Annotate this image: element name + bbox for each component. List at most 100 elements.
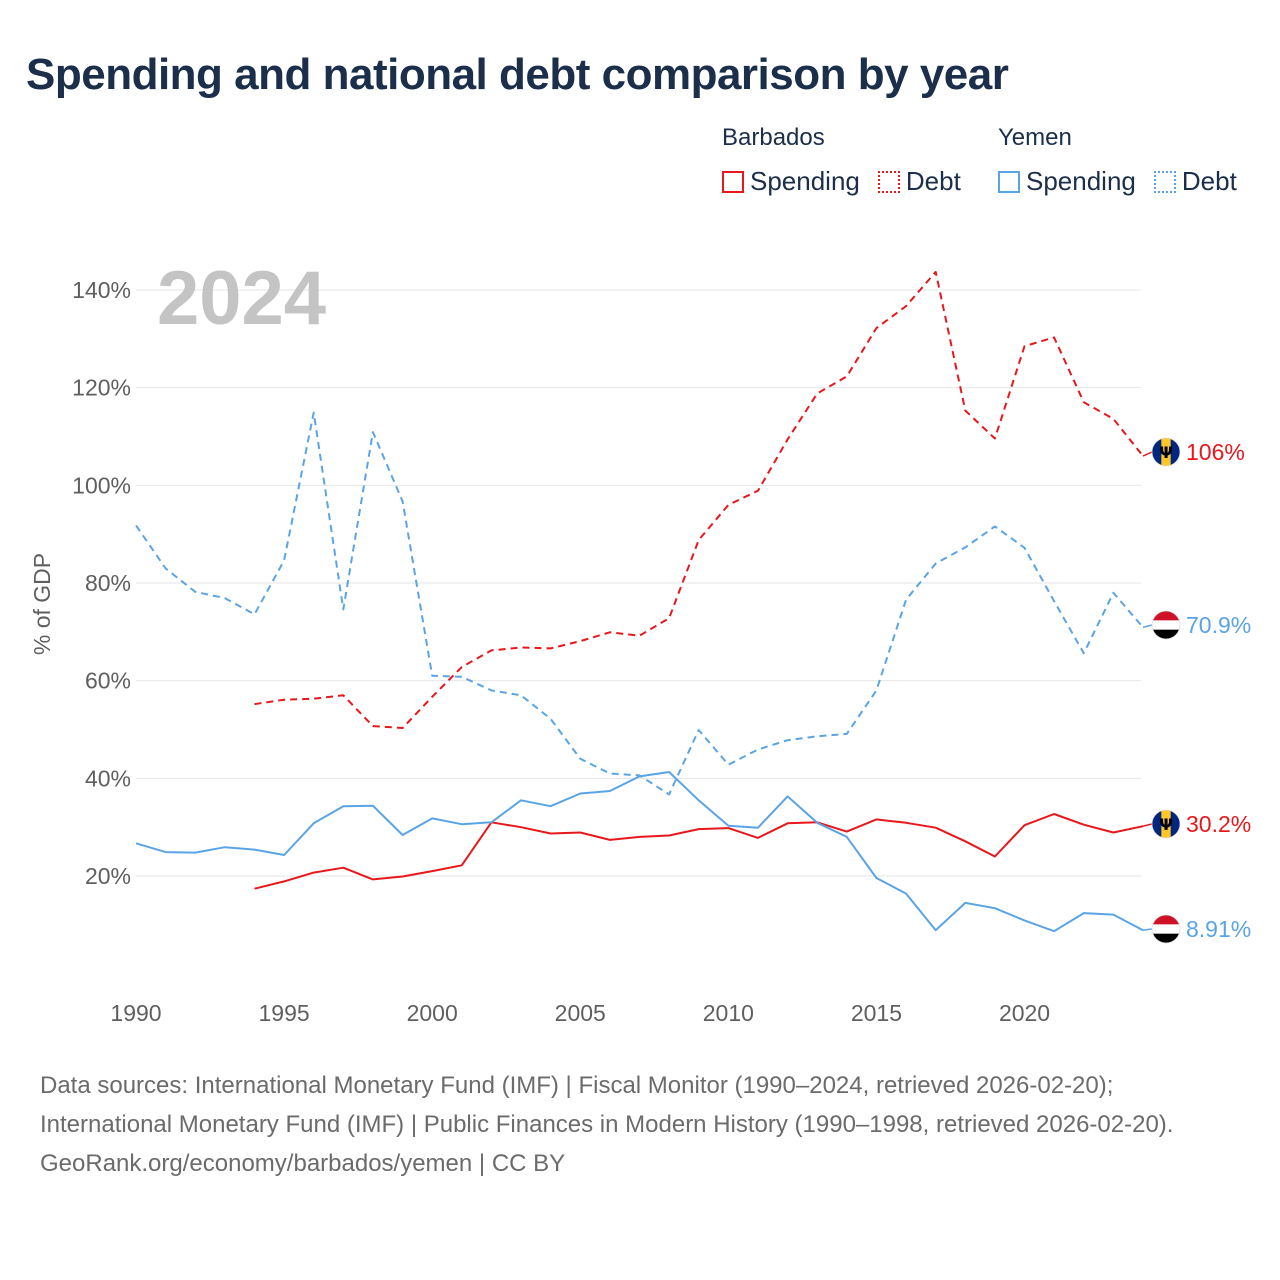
data-point-yemen-spending-1996[interactable]: [311, 820, 317, 826]
data-point-barbados-debt-2002[interactable]: [488, 647, 494, 653]
data-point-barbados-debt-1997[interactable]: [340, 692, 346, 698]
data-point-barbados-spending-1999[interactable]: [400, 873, 406, 879]
data-point-yemen-spending-2018[interactable]: [962, 900, 968, 906]
data-point-yemen-spending-1995[interactable]: [281, 852, 287, 858]
data-point-yemen-spending-2001[interactable]: [459, 821, 465, 827]
data-point-barbados-debt-2012[interactable]: [785, 436, 791, 442]
data-point-yemen-spending-2015[interactable]: [873, 875, 879, 881]
data-point-barbados-debt-2009[interactable]: [696, 537, 702, 543]
credit-line[interactable]: GeoRank.org/economy/barbados/yemen | CC …: [40, 1150, 566, 1177]
data-point-barbados-spending-2004[interactable]: [548, 831, 554, 837]
data-point-barbados-spending-2011[interactable]: [755, 835, 761, 841]
data-point-yemen-spending-2000[interactable]: [429, 815, 435, 821]
data-point-barbados-spending-2008[interactable]: [666, 832, 672, 838]
data-point-yemen-debt-2002[interactable]: [488, 687, 494, 693]
data-point-yemen-spending-2010[interactable]: [725, 823, 731, 829]
legend-yemen-spending[interactable]: Spending: [998, 166, 1136, 197]
data-point-barbados-debt-1999[interactable]: [400, 725, 406, 731]
data-point-yemen-debt-2014[interactable]: [844, 731, 850, 737]
data-point-yemen-spending-2014[interactable]: [844, 834, 850, 840]
data-point-barbados-debt-1994[interactable]: [251, 701, 257, 707]
data-point-yemen-spending-2009[interactable]: [696, 797, 702, 803]
data-point-yemen-debt-1997[interactable]: [340, 606, 346, 612]
data-point-barbados-spending-2019[interactable]: [992, 853, 998, 859]
data-point-yemen-debt-2019[interactable]: [992, 523, 998, 529]
data-point-barbados-debt-2020[interactable]: [1022, 343, 1028, 349]
data-point-barbados-debt-1995[interactable]: [281, 697, 287, 703]
data-point-yemen-debt-2023[interactable]: [1110, 590, 1116, 596]
data-point-barbados-debt-2018[interactable]: [962, 408, 968, 414]
data-point-yemen-debt-1998[interactable]: [370, 429, 376, 435]
data-point-barbados-spending-2017[interactable]: [933, 825, 939, 831]
data-point-yemen-spending-2023[interactable]: [1110, 912, 1116, 918]
data-point-yemen-debt-2016[interactable]: [903, 597, 909, 603]
data-point-yemen-spending-2016[interactable]: [903, 891, 909, 897]
legend-yemen-debt[interactable]: Debt: [1153, 166, 1237, 197]
data-point-barbados-spending-1998[interactable]: [370, 876, 376, 882]
data-point-barbados-spending-1995[interactable]: [281, 878, 287, 884]
data-point-yemen-debt-2009[interactable]: [696, 727, 702, 733]
data-point-yemen-spending-2017[interactable]: [933, 927, 939, 933]
data-point-yemen-spending-2011[interactable]: [755, 825, 761, 831]
data-point-yemen-spending-1992[interactable]: [192, 850, 198, 856]
data-point-barbados-spending-2012[interactable]: [785, 820, 791, 826]
data-point-barbados-spending-2006[interactable]: [607, 837, 613, 843]
data-point-yemen-debt-1992[interactable]: [192, 589, 198, 595]
data-point-yemen-debt-2015[interactable]: [873, 687, 879, 693]
data-point-yemen-debt-2011[interactable]: [755, 747, 761, 753]
data-point-yemen-spending-2012[interactable]: [785, 793, 791, 799]
data-point-barbados-debt-2014[interactable]: [844, 373, 850, 379]
data-point-barbados-debt-2016[interactable]: [903, 303, 909, 309]
data-point-barbados-spending-2003[interactable]: [518, 824, 524, 830]
data-point-yemen-debt-1996[interactable]: [311, 410, 317, 416]
data-point-barbados-spending-2007[interactable]: [637, 834, 643, 840]
data-point-barbados-debt-2006[interactable]: [607, 629, 613, 635]
data-point-barbados-debt-2019[interactable]: [992, 435, 998, 441]
data-point-barbados-spending-2001[interactable]: [459, 862, 465, 868]
data-point-yemen-debt-2005[interactable]: [577, 756, 583, 762]
data-point-barbados-debt-2001[interactable]: [459, 664, 465, 670]
data-point-barbados-spending-2020[interactable]: [1022, 822, 1028, 828]
data-point-barbados-spending-2015[interactable]: [873, 816, 879, 822]
data-point-yemen-spending-2005[interactable]: [577, 790, 583, 796]
data-point-yemen-debt-2006[interactable]: [607, 770, 613, 776]
data-point-yemen-spending-2008[interactable]: [666, 769, 672, 775]
data-point-yemen-spending-2007[interactable]: [637, 773, 643, 779]
data-point-yemen-debt-1991[interactable]: [163, 565, 169, 571]
data-point-barbados-debt-2010[interactable]: [725, 502, 731, 508]
data-point-yemen-spending-1997[interactable]: [340, 803, 346, 809]
data-point-barbados-spending-2018[interactable]: [962, 838, 968, 844]
data-point-barbados-debt-2015[interactable]: [873, 325, 879, 331]
data-point-yemen-spending-1998[interactable]: [370, 803, 376, 809]
data-point-yemen-debt-1990[interactable]: [133, 522, 139, 528]
data-point-barbados-spending-2022[interactable]: [1081, 822, 1087, 828]
data-point-yemen-debt-2010[interactable]: [725, 762, 731, 768]
data-point-barbados-debt-2000[interactable]: [429, 694, 435, 700]
data-point-barbados-debt-2003[interactable]: [518, 644, 524, 650]
data-point-yemen-spending-2021[interactable]: [1051, 928, 1057, 934]
series-line-yemen-spending[interactable]: [135, 771, 1144, 933]
data-point-barbados-spending-2000[interactable]: [429, 868, 435, 874]
data-point-yemen-debt-1999[interactable]: [400, 498, 406, 504]
legend-barbados-spending[interactable]: Spending: [722, 166, 860, 197]
data-point-yemen-debt-2018[interactable]: [962, 544, 968, 550]
data-point-barbados-debt-2005[interactable]: [577, 638, 583, 644]
legend-barbados-debt[interactable]: Debt: [877, 166, 961, 197]
data-point-barbados-spending-1996[interactable]: [311, 870, 317, 876]
data-point-yemen-spending-2003[interactable]: [518, 797, 524, 803]
data-point-yemen-debt-1994[interactable]: [251, 611, 257, 617]
data-point-yemen-spending-2002[interactable]: [488, 819, 494, 825]
data-point-yemen-spending-2019[interactable]: [992, 905, 998, 911]
data-point-yemen-spending-1993[interactable]: [222, 844, 228, 850]
data-point-barbados-debt-2007[interactable]: [637, 633, 643, 639]
data-point-barbados-debt-1996[interactable]: [311, 696, 317, 702]
data-point-barbados-spending-1997[interactable]: [340, 865, 346, 871]
data-point-barbados-debt-2004[interactable]: [548, 645, 554, 651]
data-point-barbados-debt-1998[interactable]: [370, 723, 376, 729]
data-point-yemen-debt-2004[interactable]: [548, 716, 554, 722]
data-point-barbados-spending-2014[interactable]: [844, 829, 850, 835]
data-point-yemen-debt-2020[interactable]: [1022, 545, 1028, 551]
data-point-barbados-spending-2009[interactable]: [696, 826, 702, 832]
data-point-barbados-debt-2021[interactable]: [1051, 334, 1057, 340]
data-point-yemen-debt-2013[interactable]: [814, 733, 820, 739]
